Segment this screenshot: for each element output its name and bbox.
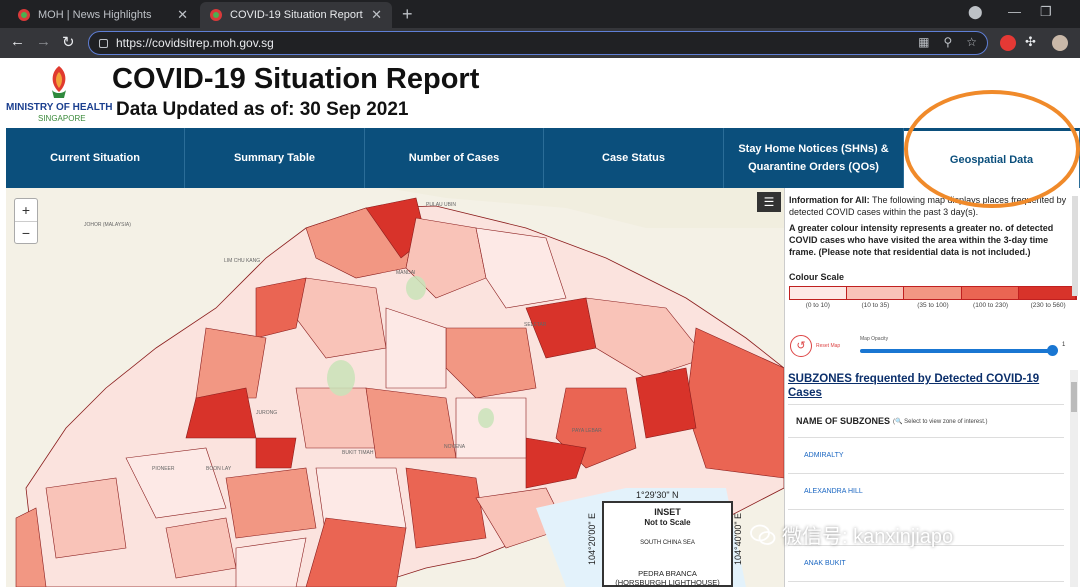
minimize-icon[interactable]: — [1008, 4, 1021, 19]
ministry-name: MINISTRY OF HEALTH [6, 102, 113, 113]
moh-favicon-icon [18, 9, 30, 21]
main-nav-tabs: Current Situation Summary Table Number o… [6, 128, 1080, 188]
info-panel: Information for All: The following map d… [784, 188, 1080, 587]
page-header: MINISTRY OF HEALTH SINGAPORE COVID-19 Si… [0, 58, 1080, 128]
url-text: https://covidsitrep.moh.gov.sg [116, 36, 274, 50]
moh-logo-icon [52, 66, 66, 98]
subzones-title: SUBZONES frequented by Detected COVID-19… [788, 373, 1040, 399]
table-hint: (🔍 Select to view zone of interest.) [893, 418, 988, 425]
restore-icon[interactable]: ❐ [1040, 4, 1052, 19]
country-name: SINGAPORE [38, 114, 86, 123]
subzone-polygons [6, 188, 784, 587]
inset-box: INSET Not to Scale SOUTH CHINA SEA PEDRA… [602, 501, 733, 587]
browser-tab-situation-report[interactable]: COVID-19 Situation Report ✕ [200, 2, 392, 28]
panel-controls: ↺ Reset Map Map Opacity 1 SUBZONES frequ… [784, 188, 1080, 587]
inset-place: PEDRA BRANCA [638, 569, 697, 578]
info-intensity-text: A greater colour intensity represents a … [789, 223, 1054, 257]
subzone-row-anak-bukit[interactable]: ANAK BUKIT [788, 546, 1064, 582]
colour-scale-swatch [790, 287, 848, 299]
back-icon[interactable]: ← [10, 33, 25, 50]
wechat-watermark: 微信号: kanxinjiapo [750, 520, 953, 549]
reset-map-button[interactable]: ↺ [790, 335, 812, 357]
opacity-label: Map Opacity [860, 336, 889, 342]
forward-icon[interactable]: → [36, 33, 51, 50]
moh-favicon-icon [210, 9, 222, 21]
inset-subtitle: Not to Scale [644, 518, 691, 527]
info-text: Information for All: The following map d… [789, 195, 1067, 217]
colour-scale-label: (230 to 560) [1030, 302, 1066, 309]
browser-tab-bar: MOH | News Highlights ✕ COVID-19 Situati… [0, 0, 1080, 28]
colour-scale-bar [789, 286, 1077, 300]
tab-geospatial-data[interactable]: Geospatial Data [904, 128, 1080, 188]
bookmark-star-icon[interactable]: ☆ [966, 35, 977, 49]
tab-shn-qo[interactable]: Stay Home Notices (SHNs) & Quarantine Or… [724, 128, 904, 188]
opacity-value: 1 [1062, 342, 1066, 348]
extension-icon[interactable] [1000, 35, 1016, 51]
inset-sea-label: SOUTH CHINA SEA [640, 540, 695, 546]
inset-coordinate-right: 104°40'00" E [733, 512, 744, 566]
map-label: BUKIT TIMAH [342, 450, 374, 456]
colour-scale-label: (35 to 100) [917, 302, 949, 309]
tab-summary-table[interactable]: Summary Table [185, 128, 365, 188]
puzzle-extensions-icon[interactable]: ✣ [1025, 34, 1036, 49]
colour-scale-labels: (0 to 10) (10 to 35) (35 to 100) (100 to 23… [789, 302, 1077, 309]
zoom-out-button[interactable]: − [15, 221, 37, 243]
wechat-icon [750, 524, 776, 545]
tab-current-situation[interactable]: Current Situation [6, 128, 185, 188]
reset-map-label: Reset Map [816, 343, 841, 349]
browser-toolbar: ← → ↻ https://covidsitrep.moh.gov.sg ▦ ⚲… [0, 28, 1080, 58]
map-label: LIM CHU KANG [224, 258, 261, 264]
map-menu-button[interactable]: ☰ [757, 192, 781, 212]
colour-scale-title: Colour Scale [789, 272, 845, 282]
map-label: NOVENA [444, 444, 466, 450]
subzone-list-scroll-thumb[interactable] [1071, 382, 1077, 412]
close-tab-icon[interactable]: ✕ [177, 7, 188, 22]
colour-scale-swatch [904, 287, 962, 299]
map-label: PULAU UBIN [426, 202, 457, 208]
qr-code-icon[interactable]: ▦ [918, 35, 930, 49]
subzone-row-alexandra-hill[interactable]: ALEXANDRA HILL [788, 474, 1064, 510]
zoom-controls: + − [14, 198, 38, 244]
colour-scale-label: (100 to 230) [973, 302, 1009, 309]
reload-icon[interactable]: ↻ [62, 34, 75, 51]
tab-title: COVID-19 Situation Report [230, 9, 363, 21]
browser-tab-moh-news[interactable]: MOH | News Highlights ✕ [8, 2, 198, 28]
inset-coordinate-left: 104°20'00" E [587, 512, 598, 566]
lock-icon [99, 38, 108, 48]
profile-avatar[interactable] [1052, 35, 1068, 51]
colour-scale-swatch [847, 287, 905, 299]
zoom-icon[interactable]: ⚲ [943, 35, 953, 49]
subzone-list-scrollbar[interactable] [1070, 370, 1078, 587]
colour-scale-label: (10 to 35) [861, 302, 890, 309]
address-bar[interactable]: https://covidsitrep.moh.gov.sg ▦ ⚲ ☆ [88, 31, 988, 55]
tab-number-of-cases[interactable]: Number of Cases [365, 128, 544, 188]
close-tab-icon[interactable]: ✕ [371, 7, 382, 22]
panel-scrollbar[interactable] [1072, 196, 1078, 296]
inset-title: INSET [654, 507, 681, 517]
colour-scale-label: (0 to 10) [805, 302, 830, 309]
tab-search-icon[interactable]: ⬤ [968, 4, 983, 19]
map-label: PAYA LEBAR [572, 428, 602, 434]
map-label: PIONEER [152, 466, 175, 472]
map-label: SELETAR [524, 322, 547, 328]
opacity-slider-handle[interactable] [1047, 345, 1058, 356]
map-label: JURONG [256, 410, 278, 416]
colour-scale-swatch [961, 287, 1019, 299]
tab-title: MOH | News Highlights [38, 9, 152, 21]
tab-case-status[interactable]: Case Status [544, 128, 724, 188]
map-label: BOON LAY [206, 466, 232, 472]
subzone-row-admiralty[interactable]: ADMIRALTY [788, 438, 1064, 474]
new-tab-icon[interactable]: + [402, 4, 413, 24]
data-updated-date: Data Updated as of: 30 Sep 2021 [116, 99, 409, 120]
inset-place-detail: (HORSBURGH LIGHTHOUSE) [615, 578, 720, 587]
singapore-heat-map[interactable]: + − JOHOR (MALAYSIA) PULAU UBIN LIM CHU … [6, 188, 784, 587]
subzone-row[interactable] [788, 510, 1064, 546]
subzones-table-header: NAME OF SUBZONES (🔍 Select to view zone … [788, 404, 1064, 438]
zoom-in-button[interactable]: + [21, 202, 31, 218]
map-label: JOHOR (MALAYSIA) [84, 222, 131, 228]
map-label: MANDAI [396, 270, 416, 276]
opacity-slider[interactable] [860, 349, 1052, 353]
inset-coordinate-top: 1°29'30" N [636, 490, 679, 500]
page-title: COVID-19 Situation Report [112, 63, 480, 95]
